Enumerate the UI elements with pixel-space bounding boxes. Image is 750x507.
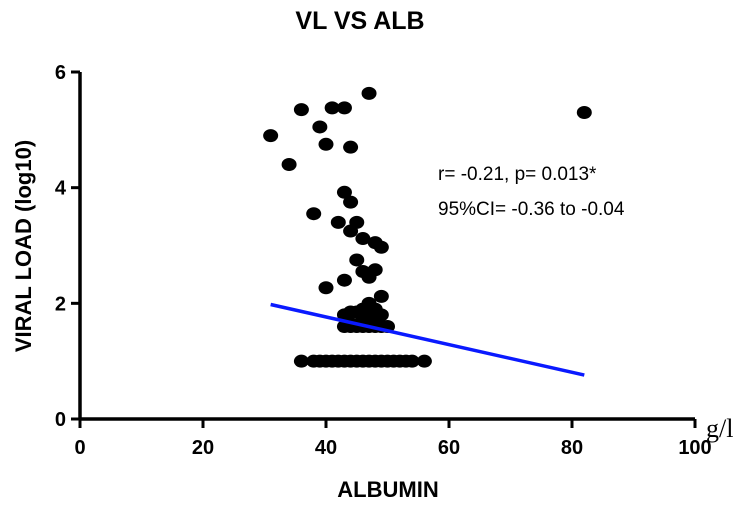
data-point [404, 354, 420, 368]
data-point [355, 265, 371, 279]
data-point [361, 86, 377, 100]
data-point [306, 207, 322, 221]
data-point [312, 120, 328, 134]
data-point [355, 232, 371, 246]
y-ticks: 0 2 4 6 [55, 62, 80, 431]
data-point [355, 311, 371, 325]
annotation-correlation: r= -0.21, p= 0.013* [438, 164, 597, 185]
x-unit-label: g/l [706, 414, 733, 443]
x-tick-label: 20 [192, 437, 214, 459]
data-point [349, 215, 365, 229]
y-axis-title: VIRAL LOAD (log10) [11, 140, 36, 352]
x-tick-label: 60 [438, 437, 460, 459]
data-point [293, 103, 309, 117]
y-tick-label: 4 [55, 178, 67, 200]
data-point [336, 101, 352, 115]
x-tick-label: 80 [561, 437, 583, 459]
data-point [336, 273, 352, 287]
plot-area: 0 20 40 60 80 100 0 2 4 6 [55, 62, 712, 459]
x-tick-label: 40 [315, 437, 337, 459]
y-tick-label: 2 [55, 293, 66, 315]
data-point [343, 140, 359, 154]
data-point [373, 240, 389, 254]
data-point [349, 253, 365, 267]
data-point [330, 215, 346, 229]
data-point [318, 137, 334, 151]
annotation-ci: 95%CI= -0.36 to -0.04 [438, 199, 625, 220]
data-point [318, 281, 334, 295]
data-point [293, 354, 309, 368]
chart-title: VL VS ALB [295, 7, 424, 35]
x-tick-label: 0 [74, 437, 85, 459]
data-point [281, 158, 297, 172]
data-point [367, 263, 383, 277]
data-point [373, 289, 389, 303]
x-ticks: 0 20 40 60 80 100 [74, 419, 712, 459]
data-point [343, 305, 359, 319]
data-point [416, 354, 432, 368]
y-tick-label: 6 [55, 62, 66, 84]
x-axis-title: ALBUMIN [337, 477, 438, 502]
y-tick-label: 0 [55, 409, 66, 431]
regression-line [270, 302, 585, 377]
data-point [343, 195, 359, 209]
data-point [576, 105, 592, 119]
data-point [336, 185, 352, 199]
data-point [263, 129, 279, 143]
x-tick-label: 100 [678, 437, 711, 459]
data-point [324, 101, 340, 115]
data-points [263, 86, 592, 368]
